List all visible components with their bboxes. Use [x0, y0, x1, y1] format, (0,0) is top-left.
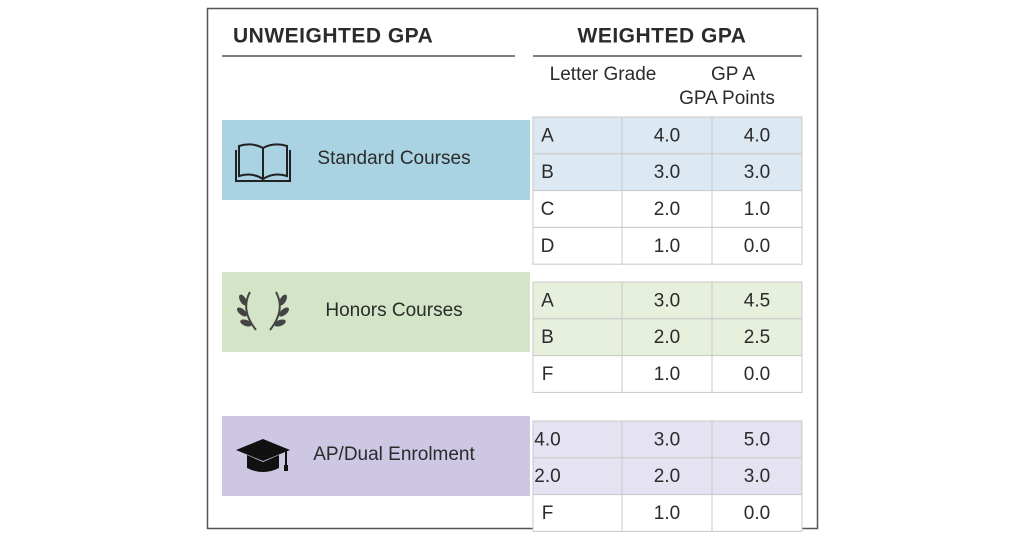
cell-text: A: [541, 125, 554, 146]
cell-text: 5.0: [744, 429, 770, 450]
cell: [711, 355, 803, 393]
cell-text: 0.0: [744, 503, 770, 524]
cell: [711, 318, 803, 357]
cell-text: 2.0: [654, 327, 680, 348]
cell-text: 1.0: [654, 236, 680, 257]
cell-text: F: [542, 503, 554, 524]
cell: [711, 116, 803, 155]
laurel-icon: [237, 291, 289, 331]
cell: [621, 116, 713, 155]
cap-icon: [236, 439, 290, 472]
cell: [711, 153, 803, 192]
cell: [621, 281, 713, 320]
cell: [711, 281, 803, 320]
group-label: Honors Courses: [325, 300, 462, 321]
cell-text: 4.0: [654, 125, 680, 146]
cell: [621, 420, 713, 459]
cell-text: B: [541, 162, 554, 183]
cell: [532, 153, 623, 192]
column-header: GPA Points: [679, 88, 775, 109]
cell: [621, 494, 713, 532]
column-header: GP A: [711, 64, 755, 85]
cell-text: 3.0: [744, 162, 770, 183]
cell-text: 3.0: [654, 162, 680, 183]
cell-text: 0.0: [744, 236, 770, 257]
cell-text: 4.0: [534, 429, 560, 450]
column-header: Letter Grade: [550, 64, 657, 85]
weighted-header: WEIGHTED GPA: [578, 25, 747, 48]
group-label-box: [222, 120, 530, 200]
unweighted-header: UNWEIGHTED GPA: [233, 25, 433, 48]
group-label-box: [222, 272, 530, 352]
cell: [711, 190, 803, 228]
cell-text: 3.0: [654, 290, 680, 311]
cell: [621, 318, 713, 357]
cell-text: 2.0: [534, 466, 560, 487]
cell-text: 1.0: [744, 199, 770, 220]
cell: [621, 457, 713, 496]
table-body: Standard Courses A 4.0 4.0 B 3.0 3.0 C 2.0 1.0 D 1.…: [222, 116, 803, 532]
cell-text: C: [541, 199, 555, 220]
cell: [532, 226, 623, 265]
cell-text: 2.0: [654, 199, 680, 220]
cell: [532, 420, 623, 459]
cell-text: 4.0: [744, 125, 770, 146]
cell: [532, 318, 623, 357]
book-icon: [235, 143, 291, 182]
cell: [532, 494, 623, 532]
cell: [711, 226, 803, 265]
cell-text: A: [541, 290, 554, 311]
cell: [532, 281, 623, 320]
cell-text: 0.0: [744, 364, 770, 385]
cell: [711, 457, 803, 496]
cell-text: 1.0: [654, 364, 680, 385]
group-label: Standard Courses: [317, 148, 470, 169]
cell-text: F: [542, 364, 554, 385]
cell-text: 3.0: [654, 429, 680, 450]
cell: [621, 190, 713, 228]
cell: [532, 355, 623, 393]
group-label: AP/Dual Enrolment: [313, 444, 475, 465]
cell-text: B: [541, 327, 554, 348]
cell-text: 1.0: [654, 503, 680, 524]
cell-text: 2.0: [654, 466, 680, 487]
cell: [711, 494, 803, 532]
cell-text: 4.5: [744, 290, 770, 311]
cell-text: 2.5: [744, 327, 770, 348]
cell-text: 3.0: [744, 466, 770, 487]
cell-text: D: [541, 236, 555, 257]
